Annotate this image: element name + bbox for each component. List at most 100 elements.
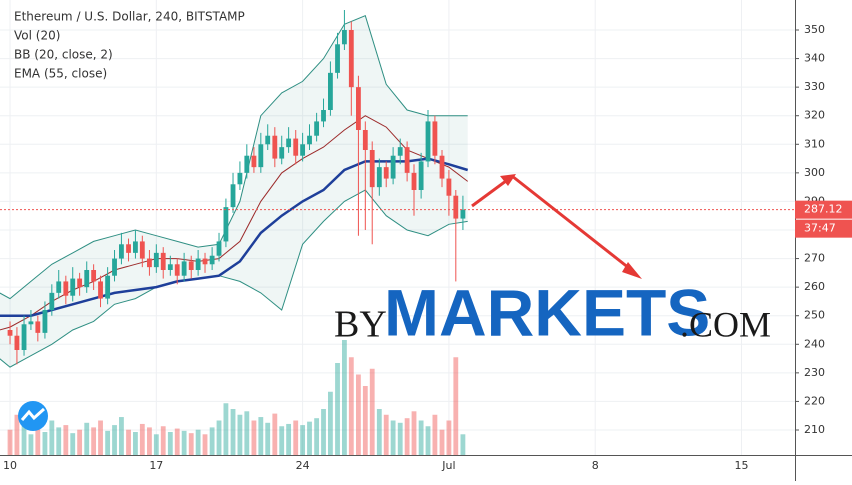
candle-body bbox=[362, 130, 368, 150]
volume-bar bbox=[425, 426, 431, 455]
volume-bar bbox=[286, 423, 292, 455]
volume-bar bbox=[77, 429, 83, 455]
candle-body bbox=[147, 258, 152, 268]
y-tick-label: 240 bbox=[804, 337, 825, 350]
bb-fill bbox=[0, 15, 468, 368]
volume-bar bbox=[188, 433, 194, 455]
volume-bar bbox=[293, 420, 299, 455]
volume-bar bbox=[404, 418, 410, 455]
candle-body bbox=[328, 72, 333, 110]
volume-bar bbox=[98, 420, 103, 455]
x-tick-label: 17 bbox=[149, 459, 163, 472]
volume-bar bbox=[439, 429, 445, 455]
candle-body bbox=[307, 135, 312, 145]
volume-bar bbox=[300, 425, 306, 455]
x-tick-label: 8 bbox=[592, 459, 599, 472]
y-tick-label: 230 bbox=[804, 366, 825, 379]
candle-body bbox=[258, 144, 264, 168]
candle-body bbox=[293, 138, 299, 156]
y-tick-label: 310 bbox=[804, 137, 825, 150]
volume-bar bbox=[139, 423, 145, 455]
arrow-segment bbox=[511, 174, 635, 274]
annotation-arrow bbox=[471, 174, 642, 279]
volume-bar bbox=[70, 433, 76, 455]
candle-body bbox=[335, 44, 340, 73]
volume-bar bbox=[202, 434, 208, 455]
volume-bar bbox=[230, 409, 236, 455]
volume-bar bbox=[362, 386, 368, 455]
y-tick-label: 300 bbox=[804, 166, 825, 179]
arrow-head bbox=[622, 262, 642, 279]
candle-body bbox=[237, 172, 243, 185]
candle-body bbox=[279, 147, 285, 159]
volume-bar bbox=[42, 432, 48, 455]
candle-body bbox=[49, 292, 55, 310]
volume-bar bbox=[63, 425, 69, 455]
volume-bar bbox=[56, 427, 62, 455]
candle-body bbox=[314, 121, 320, 136]
y-tick-label: 330 bbox=[804, 80, 825, 93]
x-tick-label: 24 bbox=[296, 459, 310, 472]
volume-bar bbox=[279, 426, 285, 455]
candle-body bbox=[432, 121, 438, 156]
indicator-label: Vol (20) bbox=[14, 29, 60, 43]
volume-bar bbox=[258, 417, 264, 455]
candle-body bbox=[404, 147, 410, 173]
plot-area bbox=[0, 0, 795, 455]
volume-bar bbox=[49, 420, 55, 455]
candle-body bbox=[321, 110, 326, 122]
candle-body bbox=[35, 321, 41, 333]
candle-body bbox=[63, 281, 69, 296]
y-tick-label: 270 bbox=[804, 252, 825, 265]
candle-body bbox=[28, 321, 34, 325]
volume-bar bbox=[244, 411, 250, 455]
candle-body bbox=[418, 161, 424, 190]
candle-body bbox=[272, 135, 278, 159]
candle-body bbox=[425, 121, 431, 162]
countdown-label: 37:47 bbox=[804, 222, 836, 235]
volume-bar bbox=[181, 430, 187, 455]
volume-bar bbox=[460, 434, 466, 455]
last-price-box bbox=[795, 200, 852, 219]
volume-bar bbox=[126, 429, 131, 455]
watermark-prefix: BY bbox=[334, 304, 387, 346]
candle-body bbox=[70, 278, 76, 296]
volume-bar bbox=[335, 363, 340, 455]
candle-body bbox=[42, 310, 48, 333]
candle-body bbox=[209, 255, 215, 265]
candle-body bbox=[195, 258, 201, 270]
candle-body bbox=[216, 241, 222, 256]
volume-bar bbox=[195, 429, 201, 455]
candle-body bbox=[105, 275, 111, 299]
candle-body bbox=[223, 207, 229, 242]
candle-body bbox=[265, 135, 271, 145]
volume-bar bbox=[369, 368, 375, 455]
volume-bar bbox=[390, 420, 396, 455]
y-tick-label: 340 bbox=[804, 52, 825, 65]
x-tick-label: Jul bbox=[441, 459, 455, 472]
candle-body bbox=[453, 195, 459, 219]
bb-lower-line bbox=[0, 189, 468, 368]
candle-body bbox=[397, 147, 403, 156]
candle-body bbox=[300, 144, 306, 156]
candle-body bbox=[188, 261, 194, 270]
volume-bar bbox=[397, 422, 403, 455]
candle-body bbox=[91, 270, 97, 282]
volume-bar bbox=[91, 427, 97, 455]
bb-basis-line bbox=[0, 115, 469, 331]
candle-body bbox=[439, 155, 445, 179]
candle-body bbox=[126, 244, 131, 253]
bb-upper-line bbox=[0, 15, 468, 300]
y-tick-label: 260 bbox=[804, 280, 825, 293]
candle-body bbox=[411, 172, 417, 190]
volume-bar bbox=[174, 428, 180, 455]
ema-line bbox=[0, 157, 469, 317]
volume-bar bbox=[328, 391, 333, 455]
volume-bar bbox=[237, 414, 243, 455]
volume-bar bbox=[418, 420, 424, 455]
volume-bar bbox=[411, 411, 417, 455]
volume-bar bbox=[272, 413, 278, 455]
candle-body bbox=[139, 241, 145, 259]
arrow-segment bbox=[471, 176, 511, 208]
